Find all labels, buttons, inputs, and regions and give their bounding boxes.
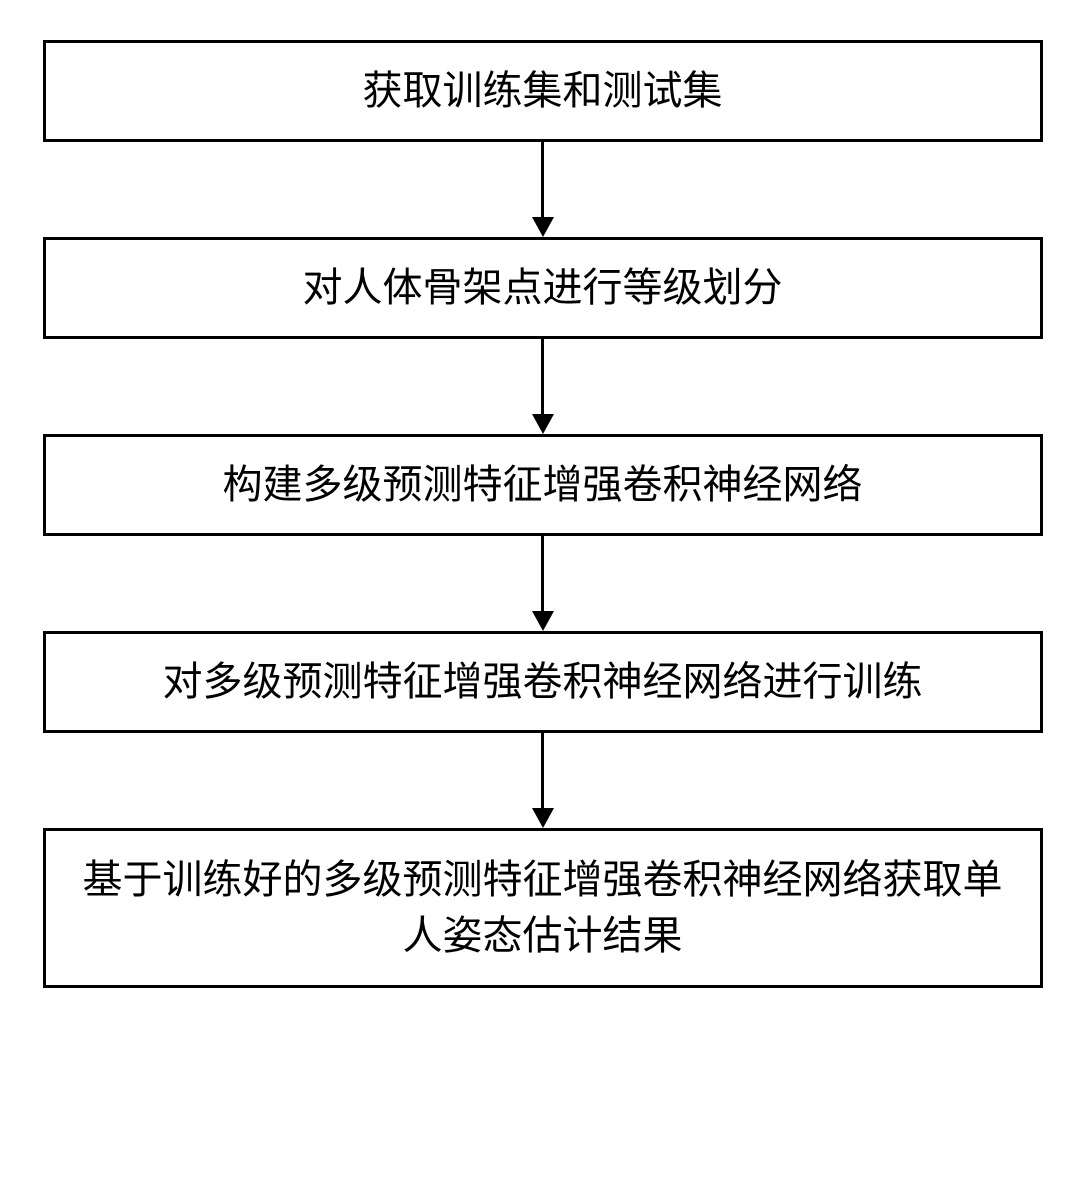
flowchart-step-4: 对多级预测特征增强卷积神经网络进行训练	[43, 631, 1043, 733]
arrow-3-4	[532, 536, 554, 631]
arrow-4-5	[532, 733, 554, 828]
step-4-label: 对多级预测特征增强卷积神经网络进行训练	[163, 654, 923, 710]
step-3-label: 构建多级预测特征增强卷积神经网络	[223, 457, 863, 513]
step-5-label: 基于训练好的多级预测特征增强卷积神经网络获取单人姿态估计结果	[76, 852, 1010, 964]
step-2-label: 对人体骨架点进行等级划分	[303, 260, 783, 316]
step-1-label: 获取训练集和测试集	[363, 63, 723, 119]
arrow-line	[541, 536, 544, 611]
flowchart-step-3: 构建多级预测特征增强卷积神经网络	[43, 434, 1043, 536]
arrow-head-icon	[532, 808, 554, 828]
arrow-line	[541, 339, 544, 414]
arrow-head-icon	[532, 611, 554, 631]
arrow-line	[541, 142, 544, 217]
arrow-1-2	[532, 142, 554, 237]
arrow-head-icon	[532, 217, 554, 237]
flowchart-step-5: 基于训练好的多级预测特征增强卷积神经网络获取单人姿态估计结果	[43, 828, 1043, 988]
arrow-line	[541, 733, 544, 808]
flowchart-step-1: 获取训练集和测试集	[43, 40, 1043, 142]
arrow-2-3	[532, 339, 554, 434]
arrow-head-icon	[532, 414, 554, 434]
flowchart-container: 获取训练集和测试集 对人体骨架点进行等级划分 构建多级预测特征增强卷积神经网络 …	[43, 40, 1043, 988]
flowchart-step-2: 对人体骨架点进行等级划分	[43, 237, 1043, 339]
